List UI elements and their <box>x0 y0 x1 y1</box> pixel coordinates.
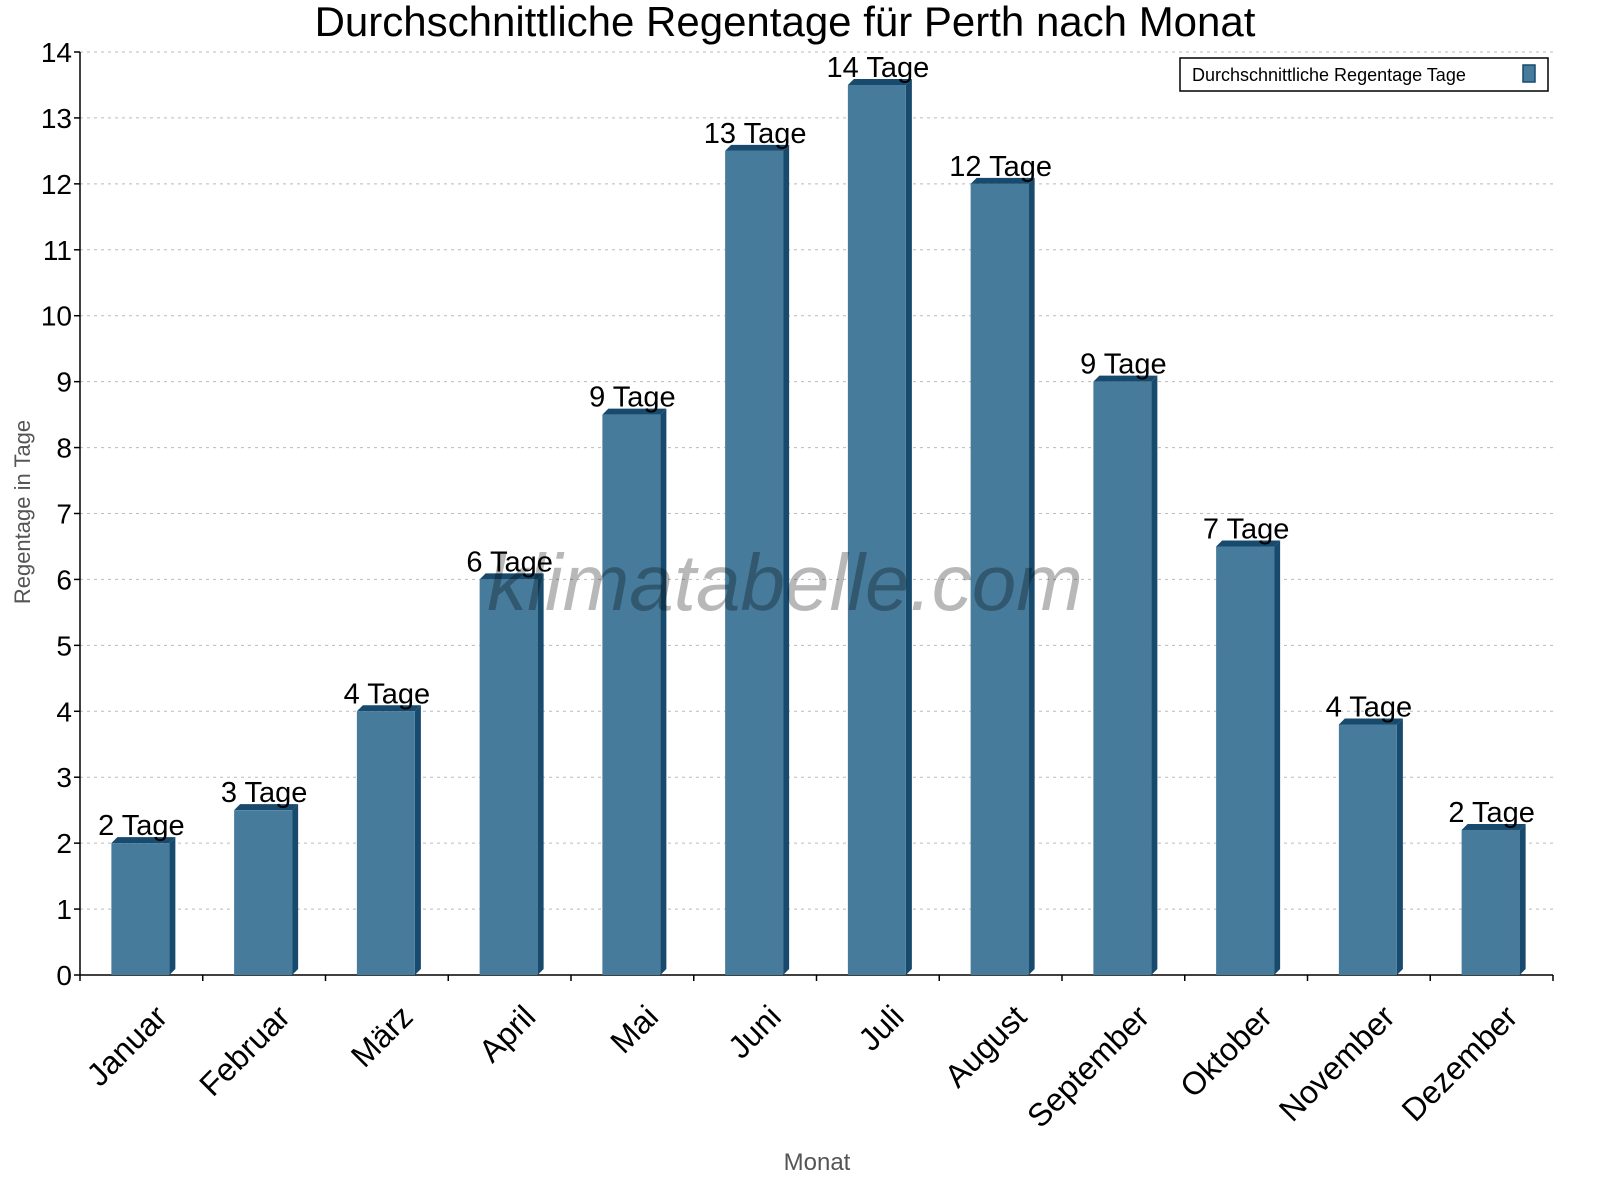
y-tick-label: 7 <box>56 499 72 530</box>
y-tick-label: 6 <box>56 564 72 595</box>
bar <box>1461 829 1520 975</box>
data-label: 4 Tage <box>344 678 431 710</box>
bar <box>356 711 415 975</box>
bar <box>970 183 1029 975</box>
legend-box <box>1179 57 1549 92</box>
y-tick-label: 10 <box>41 301 72 332</box>
bar <box>1338 724 1397 975</box>
bar-side <box>1028 177 1035 975</box>
bar <box>602 414 661 975</box>
data-label: 2 Tage <box>98 810 185 842</box>
x-axis-label: Monat <box>784 1149 851 1176</box>
data-label: 9 Tage <box>589 382 676 414</box>
data-labels: 2 Tage 3 Tage 4 Tage 6 Tage 9 Tage 13 Tage 14 … <box>98 52 1535 842</box>
y-tick-label: 14 <box>41 37 72 68</box>
x-tick-label: September <box>1020 998 1156 1134</box>
bar <box>479 579 538 975</box>
bar <box>725 150 784 976</box>
bar-side <box>1396 718 1403 975</box>
x-tick-label: Juli <box>851 998 910 1057</box>
y-tick-label: 0 <box>56 960 72 991</box>
bar-side <box>169 837 176 975</box>
y-axis-label: Regentage in Tage <box>10 420 35 604</box>
bar-side <box>292 804 299 975</box>
bar-top <box>1216 540 1281 547</box>
bar-top <box>356 705 421 712</box>
y-tick-label: 9 <box>56 367 72 398</box>
watermark: klimatabelle.com <box>487 538 1083 627</box>
data-label: 3 Tage <box>221 777 308 809</box>
chart-title: Durchschnittliche Regentage für Perth na… <box>315 0 1256 45</box>
data-label: 6 Tage <box>466 546 553 578</box>
bar <box>1216 546 1275 975</box>
y-tick-label: 13 <box>41 103 72 134</box>
y-tick-label: 3 <box>56 762 72 793</box>
y-tick-label: 2 <box>56 828 72 859</box>
bar-top <box>1338 718 1403 725</box>
bar-top <box>725 144 790 151</box>
bar-side <box>1519 823 1526 975</box>
bar <box>234 810 293 975</box>
data-label: 7 Tage <box>1203 513 1290 545</box>
x-axis: Januar Februar März April Mai Juni Juli AugustS… <box>79 974 1554 1134</box>
data-label: 2 Tage <box>1448 797 1535 829</box>
bar-top <box>1093 375 1158 382</box>
x-tick-label: Dezember <box>1395 998 1525 1128</box>
x-tick-label: August <box>938 998 1034 1094</box>
x-tick-label: Februar <box>192 998 297 1103</box>
legend-swatch <box>1522 64 1536 83</box>
data-label: 9 Tage <box>1080 349 1167 381</box>
bar <box>847 84 906 975</box>
y-tick-label: 1 <box>56 894 72 925</box>
data-label: 13 Tage <box>704 118 807 150</box>
bar-side <box>414 705 421 975</box>
bar-top <box>970 177 1035 184</box>
legend-label: Durchschnittliche Regentage Tage <box>1192 65 1466 85</box>
bar-side <box>660 408 667 975</box>
bar-side <box>1274 540 1281 975</box>
bar-top <box>111 837 176 844</box>
x-tick-label: Mai <box>603 998 665 1060</box>
bar-top <box>1461 823 1526 830</box>
y-tick-label: 11 <box>43 235 72 266</box>
y-tick-label: 12 <box>41 169 72 200</box>
y-tick-label: 8 <box>56 433 72 464</box>
y-tick-label: 5 <box>56 630 72 661</box>
bar-side <box>905 78 912 975</box>
bar-side <box>1151 375 1158 976</box>
legend: Durchschnittliche Regentage Tage <box>1179 57 1549 92</box>
bar <box>111 843 170 975</box>
bar-top <box>479 573 544 580</box>
bar-side <box>537 573 544 975</box>
gridlines <box>80 51 1553 910</box>
bar-top <box>847 78 912 85</box>
bar-side <box>783 144 790 976</box>
data-label: 4 Tage <box>1326 691 1413 723</box>
bars <box>111 78 1526 976</box>
data-label: 14 Tage <box>827 52 930 84</box>
x-tick-label: April <box>472 998 543 1069</box>
x-tick-label: Januar <box>80 998 175 1093</box>
x-tick-label: November <box>1272 998 1402 1128</box>
y-tick-label: 4 <box>56 696 72 727</box>
bar-top <box>234 804 299 811</box>
x-tick-label: Juni <box>721 998 788 1065</box>
bar <box>1093 381 1152 976</box>
data-label: 12 Tage <box>949 151 1052 183</box>
x-tick-label: Oktober <box>1173 998 1279 1104</box>
bar-top <box>602 408 667 415</box>
x-tick-label: März <box>344 998 420 1074</box>
